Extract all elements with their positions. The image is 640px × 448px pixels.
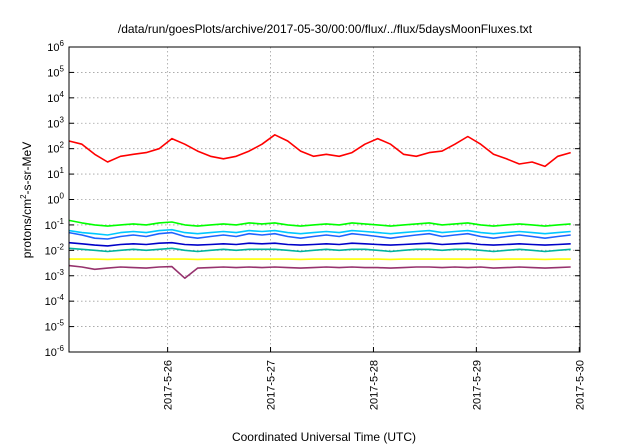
series-line (68, 231, 571, 240)
y-tick-label: 100 (47, 192, 64, 207)
y-tick-label: 10-6 (45, 344, 65, 359)
x-axis-label: Coordinated Universal Time (UTC) (232, 430, 416, 444)
y-axis-label-base: protons/cm (20, 199, 34, 258)
series-line (68, 228, 571, 236)
y-axis-label: protons/cm2-s-sr-MeV (19, 142, 34, 258)
series-line (68, 219, 571, 227)
y-axis: 10-6 10-5 10-4 10-3 10-2 10-1 100 101 102 103 104 1… (45, 39, 580, 359)
series-line (68, 134, 571, 168)
x-tick-label: 2017-5-27 (266, 360, 278, 410)
y-tick-label: 10-1 (45, 217, 65, 232)
x-tick-label: 2017-5-26 (163, 360, 175, 410)
series-line (68, 241, 571, 247)
y-axis-label-sup: 2 (19, 194, 28, 199)
y-tick-label: 101 (47, 166, 64, 181)
chart-title: /data/run/goesPlots/archive/2017-05-30/0… (118, 22, 533, 36)
y-tick-label: 103 (47, 115, 64, 130)
y-tick-label: 102 (47, 141, 64, 156)
x-tick-label: 2017-5-28 (368, 360, 380, 410)
series-line (68, 247, 571, 253)
x-axis: 2017-5-26 2017-5-27 2017-5-28 2017-5-29 2017… (163, 347, 586, 410)
grid (69, 47, 580, 352)
y-tick-label: 106 (47, 39, 64, 54)
series-group (68, 134, 571, 280)
y-tick-label: 10-3 (45, 268, 65, 283)
y-tick-label: 10-2 (45, 242, 65, 257)
y-tick-label: 10-4 (45, 293, 65, 308)
y-tick-label: 104 (47, 90, 64, 105)
y-tick-label: 105 (47, 64, 64, 79)
x-tick-label: 2017-5-30 (574, 360, 586, 410)
x-tick-label: 2017-5-29 (471, 360, 483, 410)
y-tick-label: 10-5 (45, 319, 65, 334)
y-axis-label-rest: -s-sr-MeV (20, 142, 34, 195)
series-line (68, 264, 571, 280)
